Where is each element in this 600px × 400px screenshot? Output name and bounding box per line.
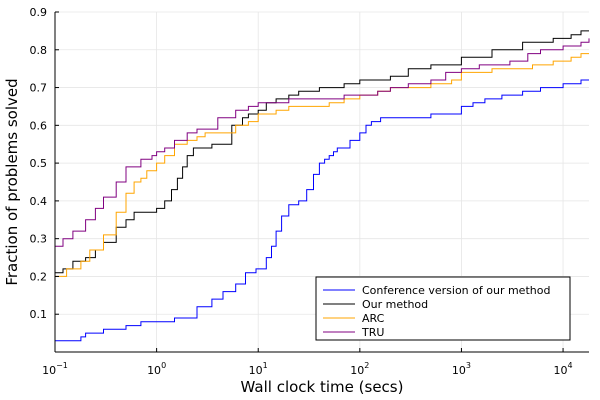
y-tick-label: 0.5 <box>30 157 48 170</box>
y-tick-label: 0.3 <box>30 233 48 246</box>
series-line-4 <box>55 38 590 247</box>
x-ticks: 10−1 100 101 102 103 104 <box>42 348 573 377</box>
axes <box>54 12 589 353</box>
x-tick-label: 10−1 <box>42 361 68 377</box>
x-axis-label: Wall clock time (secs) <box>241 378 404 396</box>
y-tick-label: 0.8 <box>30 44 48 57</box>
x-tick-label: 103 <box>452 361 471 377</box>
legend-label: Conference version of our method <box>362 284 550 297</box>
y-tick-label: 0.7 <box>30 82 48 95</box>
series-line-1 <box>55 79 589 342</box>
legend-label: ARC <box>362 312 385 325</box>
y-tick-label: 0.6 <box>30 119 48 132</box>
y-tick-label: 0.4 <box>30 195 48 208</box>
y-tick-label: 0.1 <box>30 308 48 321</box>
legend-label: TRU <box>361 326 384 339</box>
series-line-2 <box>55 30 589 274</box>
x-tick-label: 101 <box>249 361 268 377</box>
legend-box <box>315 276 571 341</box>
legend-label: Our method <box>362 298 428 311</box>
series-line-3 <box>55 53 589 277</box>
y-tick-label: 0.2 <box>30 270 48 283</box>
x-tick-label: 104 <box>554 361 573 377</box>
x-tick-label: 102 <box>350 361 369 377</box>
x-tick-label: 100 <box>147 361 166 377</box>
y-ticks: 0.1 0.2 0.3 0.4 0.5 0.6 0.7 0.8 0.9 <box>30 6 59 321</box>
series-layer <box>55 30 590 342</box>
y-axis-label: Fraction of problems solved <box>3 78 21 285</box>
y-tick-label: 0.9 <box>30 6 48 19</box>
